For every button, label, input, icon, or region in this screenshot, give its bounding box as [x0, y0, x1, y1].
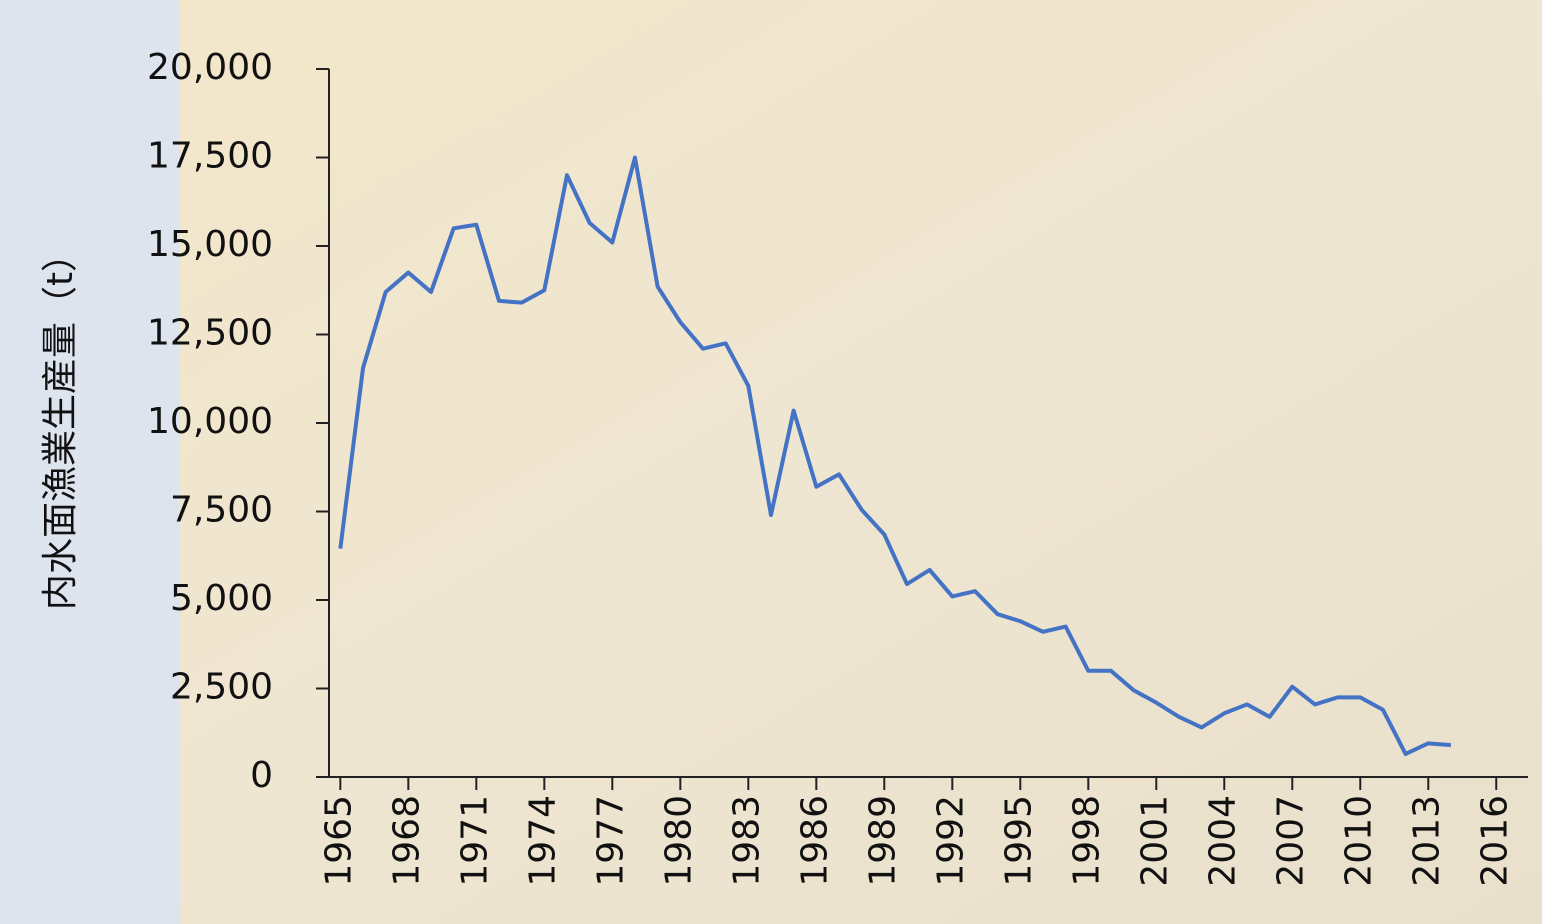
x-tick-label: 1968 [386, 795, 427, 887]
y-tick-label: 0 [250, 755, 273, 796]
y-tick-label: 15,000 [147, 224, 273, 265]
x-tick-label: 2004 [1202, 795, 1243, 887]
y-tick-label: 12,500 [147, 313, 273, 354]
x-tick-label: 1995 [998, 795, 1039, 887]
y-tick-label: 5,000 [170, 578, 273, 619]
x-tick-label: 2016 [1474, 795, 1515, 887]
x-tick-label: 1965 [318, 795, 359, 887]
y-tick-label: 2,500 [170, 667, 273, 708]
x-tick-label: 2001 [1134, 795, 1175, 887]
x-tick-label: 1977 [590, 795, 631, 887]
series-line [338, 155, 1452, 756]
y-tick-label: 7,500 [170, 490, 273, 531]
x-tick-label: 2013 [1406, 795, 1447, 887]
x-tick-label: 1986 [794, 795, 835, 887]
x-tick-label: 2007 [1270, 795, 1311, 887]
x-tick-label: 1992 [930, 795, 971, 887]
x-tick-label: 1980 [658, 795, 699, 887]
x-tick-label: 1974 [522, 795, 563, 887]
y-axis-label: 内水面漁業生産量（t） [40, 236, 81, 610]
x-tick-label: 1989 [862, 795, 903, 887]
x-tick-label: 1971 [454, 795, 495, 887]
x-tick-label: 1998 [1066, 795, 1107, 887]
y-tick-label: 20,000 [147, 47, 273, 88]
x-tick-label: 1983 [726, 795, 767, 887]
side-strip [0, 0, 180, 924]
y-tick-label: 17,500 [147, 136, 273, 177]
y-tick-label: 10,000 [147, 401, 273, 442]
x-tick-label: 2010 [1338, 795, 1379, 887]
